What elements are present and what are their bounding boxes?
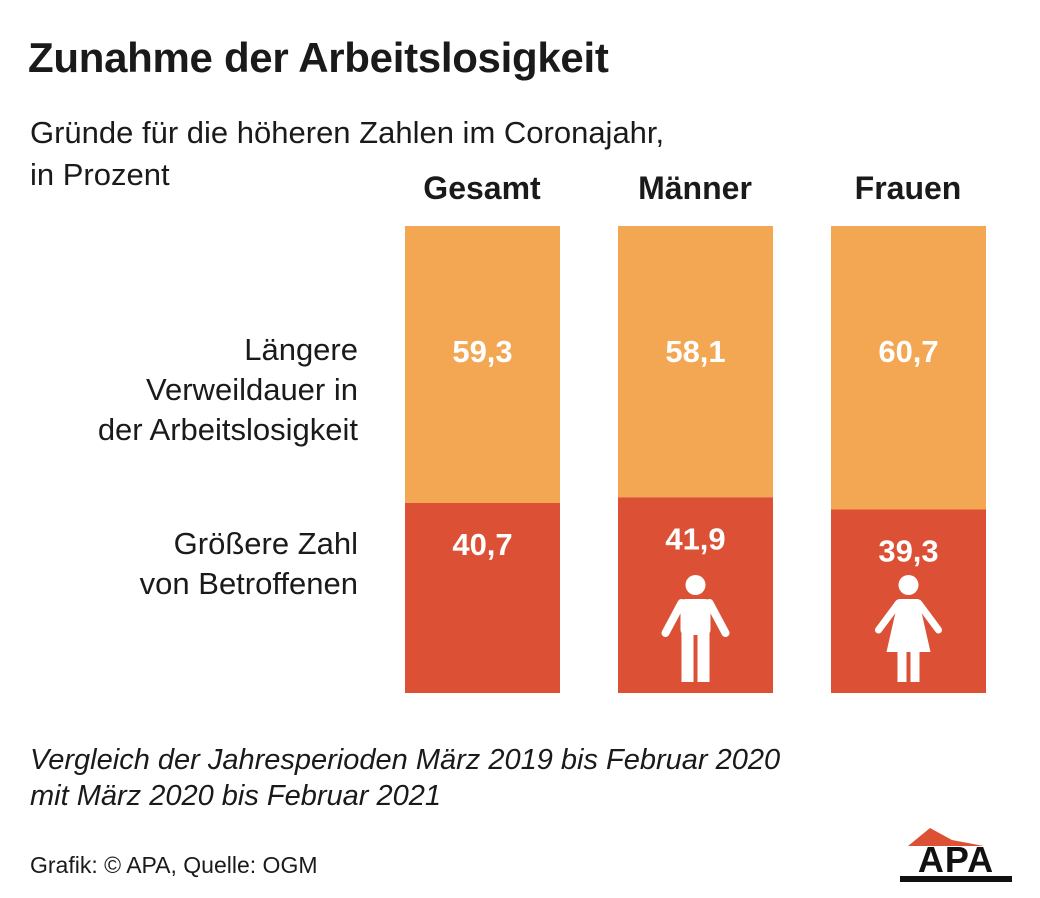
- value-label-verweildauer-maenner: 58,1: [665, 334, 725, 369]
- series-label-betroffene: Größere Zahl von Betroffenen: [0, 524, 358, 604]
- note-line: mit März 2020 bis Februar 2021: [30, 780, 442, 812]
- value-label-verweildauer-gesamt: 59,3: [452, 334, 512, 369]
- bar-betroffene-maenner: [618, 497, 773, 693]
- bar-betroffene-gesamt: [405, 502, 560, 693]
- chart-title: Zunahme der Arbeitslosigkeit: [28, 34, 609, 81]
- series-label-line: von Betroffenen: [139, 566, 358, 601]
- bar-verweildauer-frauen: [831, 226, 986, 510]
- woman-icon: [875, 575, 942, 682]
- category-label-gesamt: Gesamt: [423, 170, 541, 206]
- subtitle-line: Gründe für die höheren Zahlen im Coronaj…: [30, 115, 665, 150]
- source-credit: Grafik: © APA, Quelle: OGM: [30, 852, 318, 878]
- series-label-line: der Arbeitslosigkeit: [97, 412, 358, 447]
- man-icon: [661, 575, 730, 682]
- series-label-line: Verweildauer in: [146, 372, 358, 407]
- note-line: Vergleich der Jahresperioden März 2019 b…: [30, 744, 781, 776]
- series-label-line: Größere Zahl: [173, 526, 358, 561]
- value-label-verweildauer-frauen: 60,7: [878, 334, 938, 369]
- bar-verweildauer-maenner: [618, 226, 773, 498]
- bar-verweildauer-gesamt: [405, 226, 560, 503]
- category-label-maenner: Männer: [638, 170, 752, 206]
- subtitle-line: in Prozent: [30, 157, 170, 192]
- value-label-betroffene-gesamt: 40,7: [452, 527, 512, 562]
- value-label-betroffene-frauen: 39,3: [878, 533, 938, 568]
- value-label-betroffene-maenner: 41,9: [665, 521, 725, 556]
- chart-note: Vergleich der Jahresperioden März 2019 b…: [30, 742, 990, 814]
- series-label-line: Längere: [244, 332, 358, 367]
- svg-text:APA: APA: [918, 839, 994, 880]
- chart-subtitle: Gründe für die höheren Zahlen im Coronaj…: [30, 112, 830, 196]
- series-label-verweildauer: Längere Verweildauer in der Arbeitslosig…: [0, 330, 358, 450]
- category-label-frauen: Frauen: [854, 170, 962, 206]
- apa-logo: APA: [900, 828, 1012, 882]
